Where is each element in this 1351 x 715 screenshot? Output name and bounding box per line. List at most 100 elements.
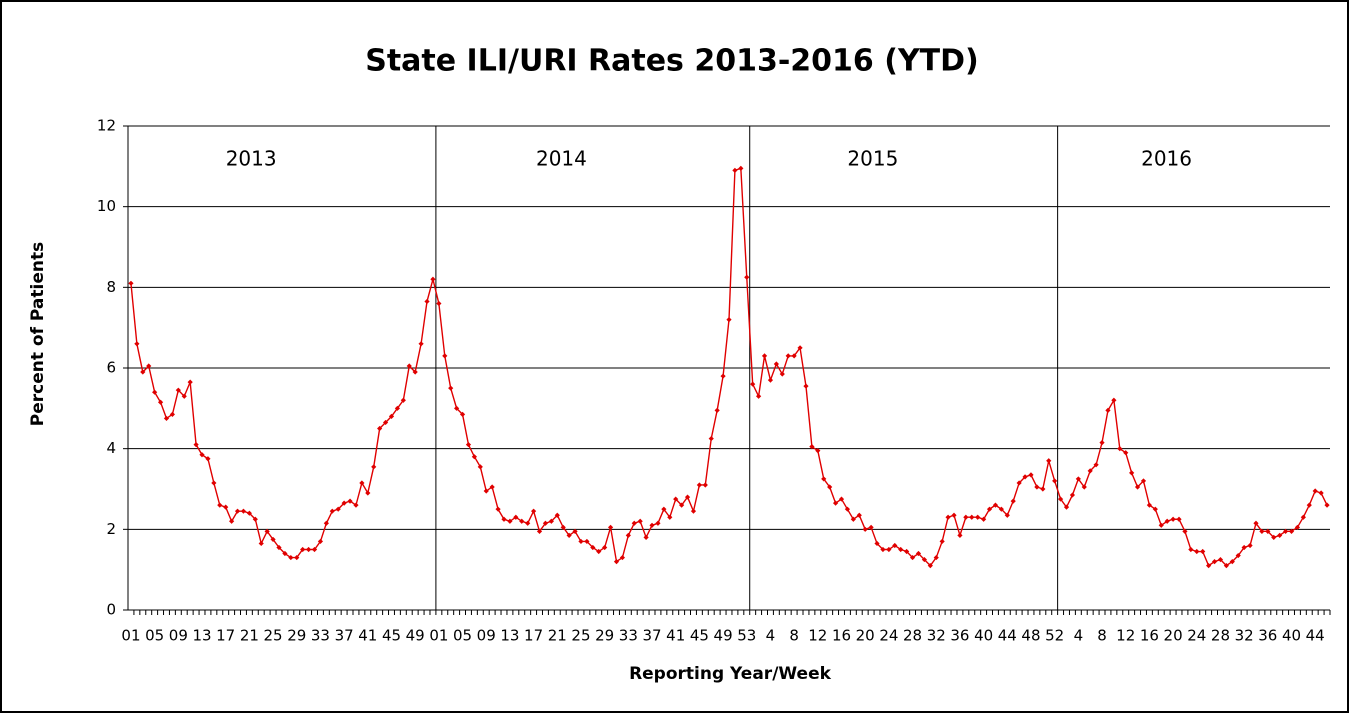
- data-point: [702, 482, 708, 488]
- data-point: [607, 524, 614, 530]
- data-point: [1140, 478, 1147, 484]
- data-point: [264, 528, 270, 534]
- data-point: [448, 385, 454, 391]
- data-point: [868, 524, 874, 530]
- y-tick-label: 10: [97, 197, 116, 215]
- data-point: [850, 516, 856, 522]
- x-tick-label: 32: [927, 627, 946, 645]
- data-point: [1152, 506, 1158, 512]
- data-point: [252, 516, 258, 522]
- data-point: [856, 512, 862, 518]
- data-point: [726, 317, 732, 323]
- data-point: [649, 522, 655, 528]
- data-point: [761, 353, 768, 359]
- data-point: [234, 508, 241, 514]
- data-point: [519, 518, 525, 524]
- data-point: [1134, 484, 1141, 490]
- data-point: [909, 554, 916, 561]
- data-point: [1247, 542, 1253, 549]
- data-point: [477, 464, 483, 470]
- x-tick-label: 37: [335, 627, 354, 645]
- x-tick-label: 52: [1045, 627, 1064, 645]
- data-point: [1211, 559, 1218, 565]
- data-point: [738, 165, 744, 171]
- x-tick-label: 4: [1074, 627, 1084, 645]
- data-point: [619, 554, 626, 561]
- x-tick-label: 17: [216, 627, 235, 645]
- x-tick-label: 13: [500, 627, 519, 645]
- data-point: [554, 512, 560, 518]
- data-point: [844, 506, 851, 512]
- data-point: [981, 516, 987, 522]
- data-point: [631, 520, 637, 526]
- data-point: [205, 456, 211, 462]
- data-point: [939, 538, 945, 545]
- data-point: [1241, 544, 1247, 551]
- data-point: [596, 548, 602, 555]
- data-point: [945, 514, 951, 520]
- x-tick-label: 41: [666, 627, 685, 645]
- data-point: [1016, 480, 1022, 486]
- y-tick-label: 4: [106, 439, 116, 457]
- data-point: [1111, 397, 1117, 403]
- data-point: [459, 411, 466, 417]
- data-point: [501, 516, 507, 522]
- data-point: [957, 532, 963, 538]
- data-point: [146, 363, 152, 369]
- data-point: [1046, 458, 1052, 464]
- x-tick-label: 41: [358, 627, 377, 645]
- x-tick-label: 12: [808, 627, 827, 645]
- data-point: [1158, 522, 1164, 528]
- data-point: [1312, 488, 1318, 494]
- y-tick-label: 12: [97, 117, 116, 135]
- data-point: [886, 546, 892, 553]
- data-point: [157, 399, 164, 405]
- data-point: [412, 369, 418, 375]
- data-point: [1182, 528, 1188, 534]
- year-label: 2015: [847, 147, 898, 171]
- data-point: [1229, 559, 1235, 565]
- data-point: [246, 510, 252, 516]
- data-point: [815, 448, 821, 454]
- data-point: [643, 534, 649, 540]
- x-axis-title: Reporting Year/Week: [629, 664, 832, 684]
- data-point: [193, 442, 199, 448]
- data-point: [199, 452, 205, 458]
- data-point: [625, 532, 631, 538]
- data-point: [986, 506, 993, 512]
- y-tick-label: 6: [106, 359, 116, 377]
- data-point: [720, 373, 726, 379]
- data-point: [1223, 563, 1229, 569]
- data-point: [1010, 498, 1016, 504]
- x-tick-label: 29: [287, 627, 306, 645]
- data-point: [613, 559, 620, 565]
- x-tick-label: 45: [690, 627, 709, 645]
- data-point: [442, 353, 448, 359]
- x-tick-label: 24: [1187, 627, 1206, 645]
- x-tick-label: 16: [1140, 627, 1159, 645]
- data-point: [838, 496, 845, 502]
- data-point: [276, 544, 282, 551]
- y-tick-label: 0: [106, 601, 116, 619]
- data-point: [1123, 450, 1129, 456]
- x-tick-label: 8: [789, 627, 799, 645]
- data-point: [1022, 474, 1028, 480]
- data-point: [1176, 516, 1182, 522]
- data-point: [874, 540, 880, 547]
- data-point: [1282, 528, 1289, 534]
- data-point: [1075, 476, 1081, 482]
- data-point: [347, 498, 353, 504]
- data-point: [140, 369, 146, 375]
- data-point: [684, 494, 691, 500]
- data-point: [933, 554, 939, 561]
- data-point: [1099, 440, 1105, 446]
- data-point: [525, 520, 531, 526]
- data-point: [708, 435, 714, 442]
- data-point: [1288, 528, 1295, 534]
- data-point: [1253, 520, 1259, 526]
- data-point: [1235, 552, 1241, 559]
- data-point: [152, 389, 158, 395]
- data-point: [791, 353, 797, 359]
- data-point: [365, 490, 371, 496]
- data-point: [690, 508, 697, 514]
